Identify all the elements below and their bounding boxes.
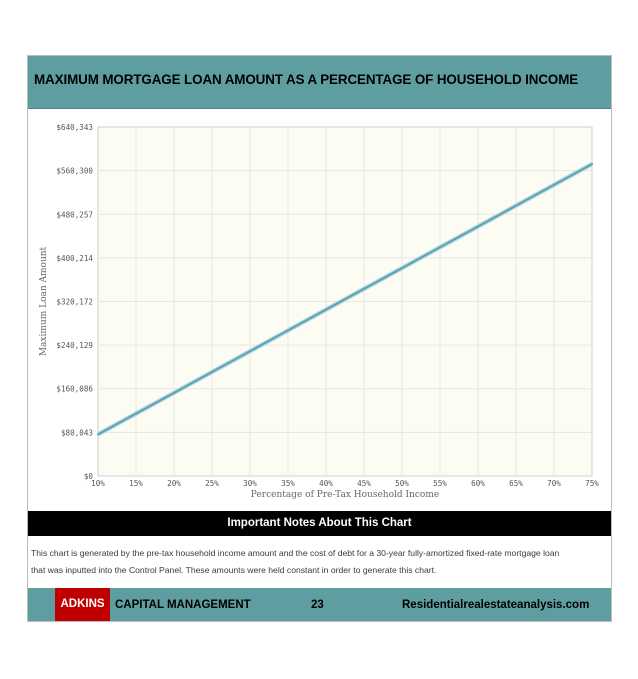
page-number: 23 xyxy=(311,599,324,611)
data-point xyxy=(438,246,442,249)
x-axis-label: Percentage of Pre-Tax Household Income xyxy=(251,490,439,500)
x-tick-label: 60% xyxy=(471,479,485,488)
y-tick-label: $80,043 xyxy=(61,428,93,437)
loan-amount-line-chart: $0 $80,043 $160,086 $240,129 $320,172 $400,21… xyxy=(39,123,599,500)
y-tick-label: $240,129 xyxy=(56,341,93,350)
slide-page: MAXIMUM MORTGAGE LOAN AMOUNT AS A PERCEN… xyxy=(27,55,612,622)
data-point xyxy=(172,391,176,394)
footer-company: CAPITAL MANAGEMENT xyxy=(115,599,251,611)
footer-website: Residentialrealestateanalysis.com xyxy=(402,599,590,611)
data-point xyxy=(210,370,214,374)
data-point xyxy=(514,204,518,207)
x-tick-label: 20% xyxy=(167,479,181,488)
notes-body: This chart is generated by the pre-tax h… xyxy=(31,545,611,579)
x-tick-label: 35% xyxy=(281,479,295,488)
data-point xyxy=(362,287,366,290)
notes-line-1: This chart is generated by the pre-tax h… xyxy=(31,548,560,558)
x-tick-label: 75% xyxy=(585,479,599,488)
x-tick-label: 65% xyxy=(509,479,523,488)
x-tick-label: 40% xyxy=(319,479,333,488)
x-tick-label: 50% xyxy=(395,479,409,488)
x-tick-label: 45% xyxy=(357,479,371,488)
x-tick-label: 30% xyxy=(243,479,257,488)
page-title: MAXIMUM MORTGAGE LOAN AMOUNT AS A PERCEN… xyxy=(34,72,579,87)
y-tick-label: $400,214 xyxy=(56,254,93,263)
data-point xyxy=(134,412,138,415)
y-tick-label: $0 xyxy=(84,472,94,481)
x-tick-label: 25% xyxy=(205,479,219,488)
data-point xyxy=(590,162,594,166)
y-axis-label: Maximum Loan Amount xyxy=(39,246,49,356)
header-bar: MAXIMUM MORTGAGE LOAN AMOUNT AS A PERCEN… xyxy=(28,56,611,109)
data-point xyxy=(248,350,252,353)
x-tick-label: 55% xyxy=(433,479,447,488)
x-tick-label: 15% xyxy=(129,479,143,488)
footer-brand: ADKINS xyxy=(55,588,110,621)
x-tick-label: 70% xyxy=(547,479,561,488)
notes-title: Important Notes About This Chart xyxy=(227,517,412,529)
data-point xyxy=(96,433,100,436)
series-line xyxy=(97,163,593,436)
notes-line-2: that was inputted into the Control Panel… xyxy=(31,565,437,575)
y-tick-label: $640,343 xyxy=(56,123,93,132)
footer-bar: ADKINS CAPITAL MANAGEMENT 23 Residential… xyxy=(28,588,611,621)
y-tick-label: $480,257 xyxy=(56,210,93,219)
chart-container: $0 $80,043 $160,086 $240,129 $320,172 $400,21… xyxy=(28,109,611,509)
data-point xyxy=(400,266,404,270)
x-tick-label: 10% xyxy=(91,479,105,488)
y-tick-label: $160,086 xyxy=(56,385,93,394)
notes-header-bar: Important Notes About This Chart xyxy=(28,511,611,536)
y-tick-label: $320,172 xyxy=(56,297,93,306)
data-point xyxy=(552,183,556,187)
data-point xyxy=(324,308,328,311)
data-point xyxy=(286,329,290,332)
data-point xyxy=(476,225,480,228)
y-tick-label: $560,300 xyxy=(56,167,93,176)
